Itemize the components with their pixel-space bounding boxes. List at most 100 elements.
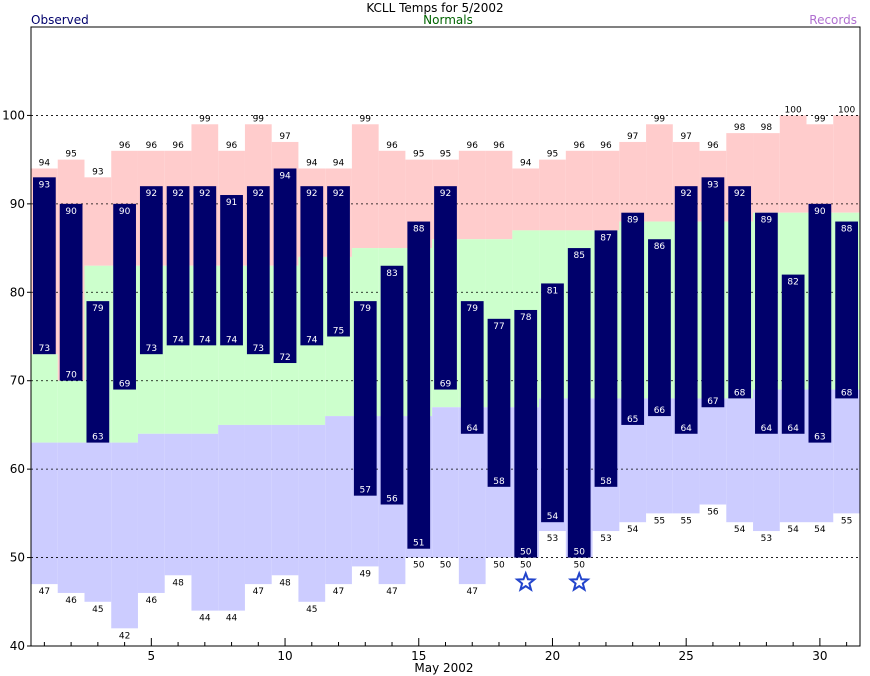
record-high-label: 97 <box>279 132 290 142</box>
observed-bar <box>113 203 136 390</box>
record-low-band <box>164 433 192 576</box>
y-tick-label: 90 <box>10 197 25 211</box>
record-low-label: 47 <box>386 587 397 597</box>
record-low-label: 53 <box>547 534 558 544</box>
record-low-label: 45 <box>306 605 317 615</box>
observed-high-label: 79 <box>467 304 479 314</box>
record-high-label: 96 <box>707 141 719 151</box>
record-low-label: 50 <box>520 561 532 571</box>
normal-band <box>57 380 85 443</box>
record-high-band <box>539 159 566 231</box>
observed-bar <box>246 186 270 355</box>
x-tick-label: 5 <box>148 649 156 663</box>
observed-high-label: 92 <box>734 189 745 199</box>
record-low-label: 47 <box>39 587 50 597</box>
record-low-label: 50 <box>573 561 585 571</box>
record-high-label: 96 <box>600 141 612 151</box>
record-low-label: 55 <box>841 516 852 526</box>
observed-low-label: 50 <box>573 548 585 558</box>
y-tick-label: 60 <box>10 462 25 476</box>
x-tick-label: 20 <box>545 649 560 663</box>
record-high-label: 96 <box>386 141 398 151</box>
record-high-band <box>351 124 379 249</box>
record-low-band <box>271 424 299 576</box>
record-high-label: 94 <box>306 158 318 168</box>
observed-bar <box>514 309 538 558</box>
observed-low-label: 51 <box>413 539 424 549</box>
observed-high-label: 83 <box>386 269 397 279</box>
record-low-label: 47 <box>253 587 264 597</box>
record-high-label: 99 <box>199 114 211 124</box>
record-high-label: 99 <box>360 114 372 124</box>
observed-bar <box>327 186 350 337</box>
observed-high-label: 90 <box>119 207 131 217</box>
x-tick-label: 15 <box>411 649 426 663</box>
record-high-band <box>592 150 620 231</box>
observed-high-label: 93 <box>707 180 718 190</box>
observed-high-label: 91 <box>226 198 237 208</box>
x-axis-label: May 2002 <box>414 661 473 675</box>
record-high-label: 98 <box>734 123 746 133</box>
observed-high-label: 92 <box>440 189 451 199</box>
record-low-band <box>244 424 272 585</box>
record-high-band <box>779 115 807 213</box>
y-tick-label: 100 <box>2 108 25 122</box>
observed-low-label: 65 <box>627 415 638 425</box>
observed-high-label: 81 <box>547 286 558 296</box>
observed-low-label: 74 <box>226 335 238 345</box>
observed-high-label: 92 <box>146 189 157 199</box>
observed-high-label: 88 <box>413 225 425 235</box>
observed-high-label: 92 <box>172 189 183 199</box>
record-low-label: 55 <box>680 516 691 526</box>
record-low-label: 45 <box>92 605 103 615</box>
record-low-label: 46 <box>65 596 77 606</box>
legend-observed: Observed <box>31 13 89 27</box>
observed-bar <box>648 239 671 417</box>
observed-bar <box>380 265 404 505</box>
observed-bar <box>33 177 56 355</box>
observed-high-label: 85 <box>573 251 584 261</box>
observed-high-label: 88 <box>841 225 853 235</box>
record-high-label: 97 <box>680 132 691 142</box>
record-low-band <box>191 433 219 611</box>
record-high-band <box>646 124 673 222</box>
observed-bar <box>139 186 163 355</box>
record-high-label: 97 <box>627 132 638 142</box>
observed-bar <box>755 212 778 434</box>
observed-low-label: 74 <box>199 335 211 345</box>
record-low-label: 54 <box>734 525 746 535</box>
record-high-band <box>378 150 406 249</box>
record-low-band <box>458 407 486 585</box>
x-tick-label: 10 <box>277 649 292 663</box>
record-high-label: 96 <box>119 141 131 151</box>
observed-bar <box>193 186 217 346</box>
record-low-label: 49 <box>360 569 372 579</box>
record-low-label: 46 <box>146 596 158 606</box>
record-low-band <box>432 407 459 558</box>
observed-bar <box>487 318 511 487</box>
record-high-band <box>833 115 860 213</box>
record-high-label: 99 <box>654 114 666 124</box>
record-low-label: 48 <box>279 578 291 588</box>
observed-bar <box>434 186 457 390</box>
observed-low-label: 68 <box>734 388 746 398</box>
observed-low-label: 54 <box>547 512 559 522</box>
observed-high-label: 92 <box>680 189 691 199</box>
record-low-band <box>298 424 326 602</box>
record-low-band <box>137 433 165 593</box>
record-low-star-icon <box>514 570 537 592</box>
record-low-band <box>218 424 245 611</box>
observed-high-label: 89 <box>761 216 773 226</box>
record-low-band <box>325 416 352 585</box>
record-high-band <box>753 133 780 213</box>
observed-bar <box>300 186 324 346</box>
record-low-band <box>111 442 138 629</box>
record-low-band <box>646 398 673 514</box>
observed-bar <box>59 203 83 381</box>
observed-bar <box>353 301 377 496</box>
observed-bar <box>273 168 297 364</box>
record-high-label: 95 <box>440 150 451 160</box>
record-high-label: 96 <box>172 141 184 151</box>
y-tick-label: 40 <box>10 639 25 653</box>
observed-bar <box>701 177 725 408</box>
